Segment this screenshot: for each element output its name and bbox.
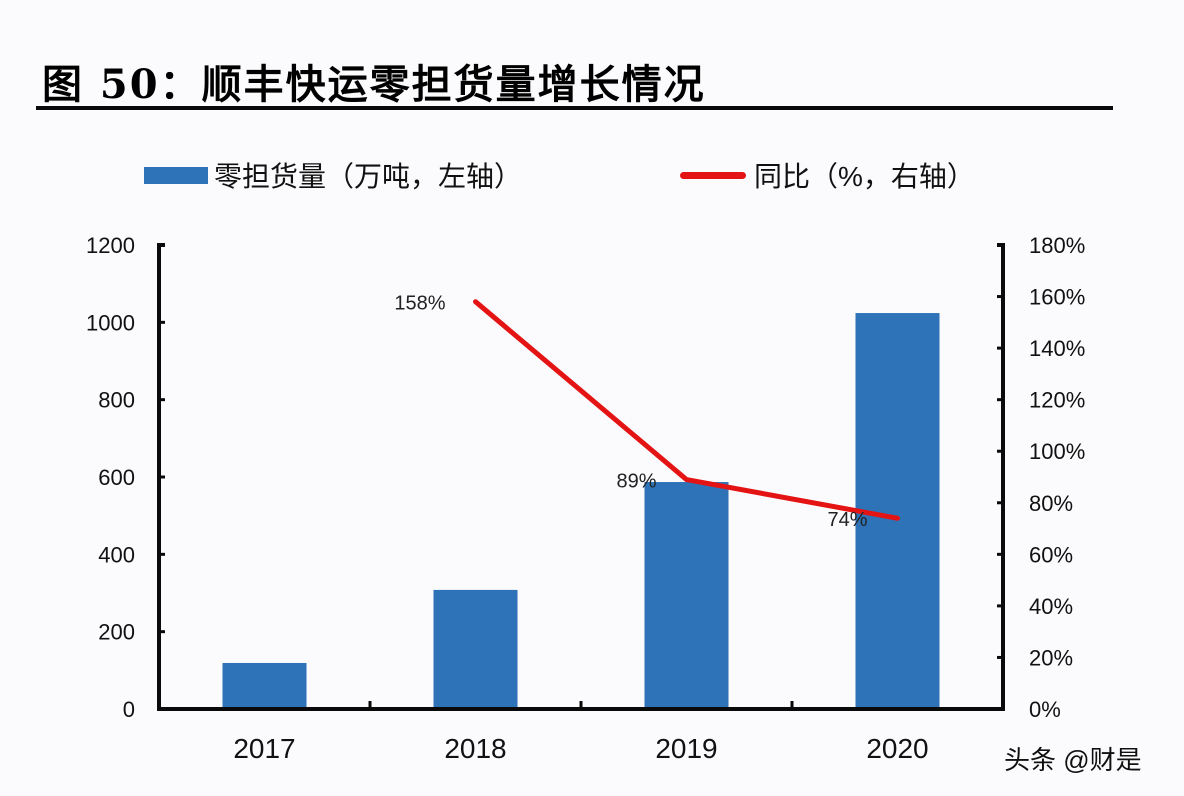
x-axis-label-2020: 2020	[866, 733, 928, 764]
right-axis-label-140%: 140%	[1029, 336, 1085, 361]
legend-item-volume: 零担货量（万吨，左轴）	[144, 155, 522, 195]
data-label-2020: 74%	[827, 509, 867, 531]
legend-item-yoy: 同比（%，右轴）	[680, 155, 975, 195]
bar-swatch-icon	[144, 166, 208, 184]
left-axis-label-600: 600	[98, 465, 135, 490]
right-axis-label-120%: 120%	[1029, 388, 1085, 413]
x-axis-label-2017: 2017	[233, 733, 295, 764]
left-axis-label-1200: 1200	[86, 233, 135, 258]
chart-legend: 零担货量（万吨，左轴） 同比（%，右轴）	[0, 155, 1184, 195]
data-label-2019: 89%	[616, 471, 656, 493]
right-axis-label-60%: 60%	[1029, 542, 1073, 567]
right-axis-label-40%: 40%	[1029, 594, 1073, 619]
right-axis-label-160%: 160%	[1029, 285, 1085, 310]
right-axis-label-180%: 180%	[1029, 233, 1085, 258]
legend-label-yoy: 同比（%，右轴）	[754, 161, 975, 192]
line-swatch-icon	[680, 171, 746, 179]
watermark: 头条 @财是	[1004, 745, 1142, 775]
chart-title: 图 50：顺丰快运零担货量增长情况	[42, 61, 706, 108]
right-axis-label-0%: 0%	[1029, 697, 1061, 722]
title-divider	[36, 106, 1113, 110]
legend-label-volume: 零担货量（万吨，左轴）	[214, 161, 523, 192]
bar-2019	[644, 482, 729, 709]
left-axis-label-800: 800	[98, 388, 135, 413]
right-axis-label-80%: 80%	[1029, 491, 1073, 516]
yoy-line	[473, 299, 900, 521]
left-axis-label-1000: 1000	[86, 310, 135, 335]
x-axis-label-2018: 2018	[444, 733, 506, 764]
x-axis-label-2019: 2019	[655, 733, 717, 764]
left-axis-label-200: 200	[98, 620, 135, 645]
data-label-2018: 158%	[394, 293, 445, 315]
right-axis-label-20%: 20%	[1029, 645, 1073, 670]
left-axis-label-0: 0	[123, 697, 135, 722]
bar-2017	[222, 662, 307, 709]
right-axis-label-100%: 100%	[1029, 439, 1085, 464]
bar-2018	[433, 589, 518, 709]
left-axis-label-400: 400	[98, 542, 135, 567]
